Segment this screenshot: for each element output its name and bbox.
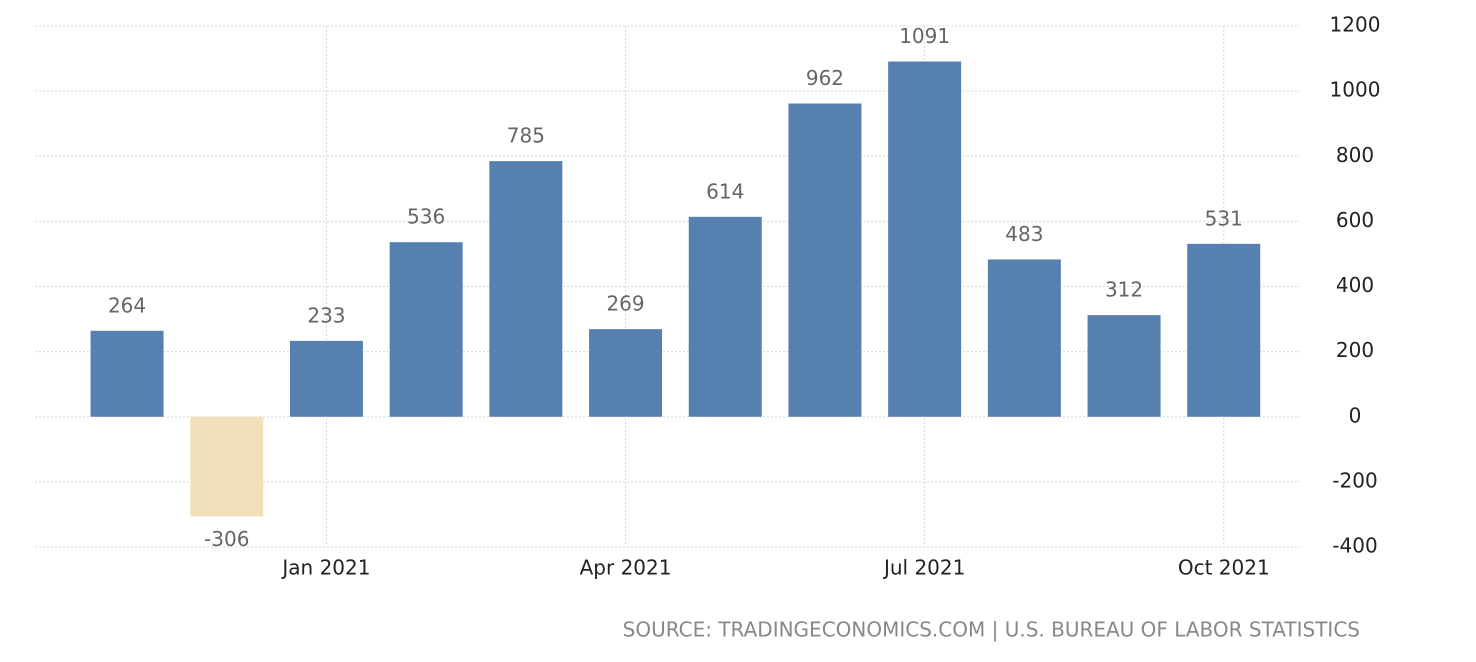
y-tick-label: 1000 (1330, 78, 1381, 102)
bar (190, 416, 264, 517)
bar (589, 329, 663, 417)
value-label: 483 (1005, 222, 1043, 246)
y-tick-label: 400 (1336, 273, 1374, 297)
bar (489, 161, 563, 417)
value-label: -306 (204, 527, 249, 551)
y-tick-label: 600 (1336, 208, 1374, 232)
y-tick-label: 200 (1336, 338, 1374, 362)
bar (888, 61, 962, 417)
bar (90, 330, 164, 417)
y-tick-label: 800 (1336, 143, 1374, 167)
x-tick-label: Oct 2021 (1178, 556, 1270, 580)
y-tick-label: 1200 (1330, 13, 1381, 37)
value-label: 536 (407, 205, 445, 229)
source: SOURCE: TRADINGECONOMICS.COM | U.S. BURE… (623, 618, 1360, 642)
value-label: 264 (108, 293, 146, 317)
y-tick-label: -200 (1332, 468, 1377, 492)
x-tick-label: Jan 2021 (280, 556, 370, 580)
bar (788, 103, 862, 417)
bar (688, 216, 762, 417)
bar (987, 259, 1061, 417)
y-tick-label: -400 (1332, 534, 1377, 558)
bar (1087, 315, 1161, 417)
bar (1187, 243, 1261, 417)
value-label: 962 (806, 66, 844, 90)
value-label: 531 (1205, 206, 1243, 230)
bar (289, 340, 363, 417)
value-label: 614 (706, 179, 744, 203)
bar (389, 242, 463, 417)
x-tick-label: Apr 2021 (580, 556, 672, 580)
value-label: 312 (1105, 278, 1143, 302)
x-tick-label: Jul 2021 (882, 556, 965, 580)
value-label: 233 (307, 303, 345, 327)
value-label: 269 (606, 292, 644, 316)
y-tick-label: 0 (1349, 403, 1362, 427)
value-label: 1091 (899, 24, 950, 48)
value-label: 785 (507, 124, 545, 148)
